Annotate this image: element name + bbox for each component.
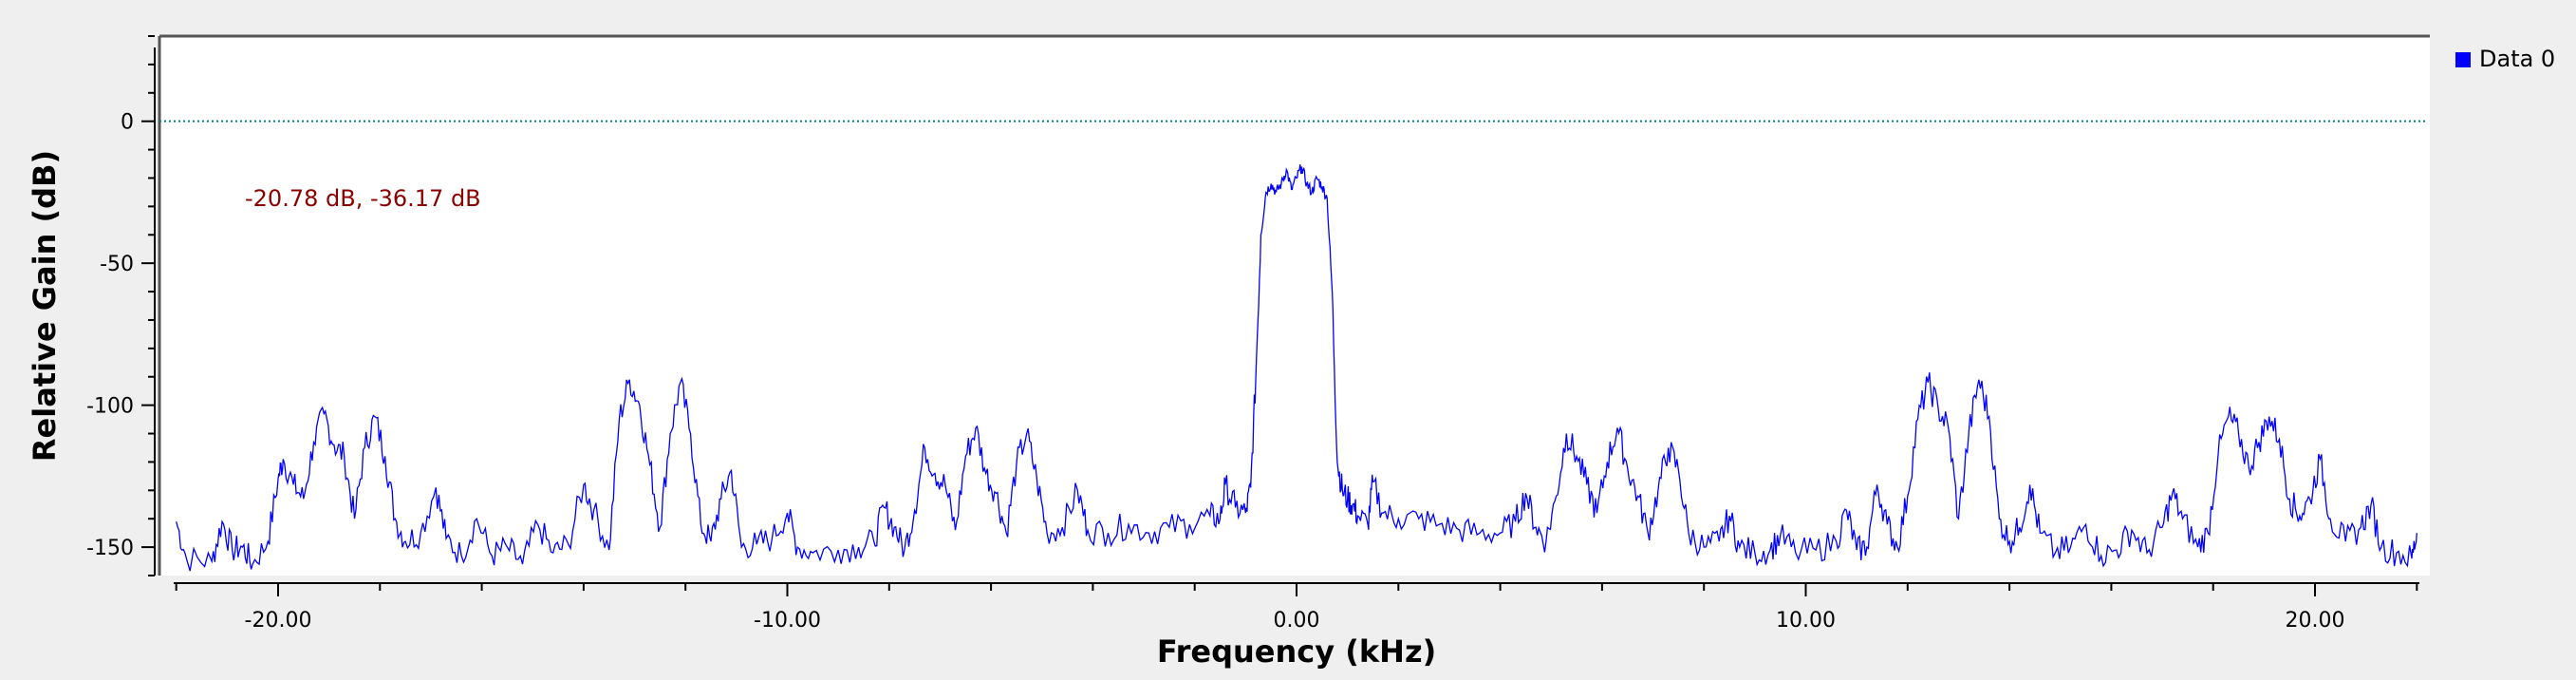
plot-area[interactable] bbox=[159, 36, 2430, 576]
legend[interactable]: Data 0 bbox=[2455, 46, 2555, 72]
plot-frame bbox=[158, 34, 2430, 576]
x-tick-label: 0.00 bbox=[1274, 609, 1320, 633]
x-tick-label: 20.00 bbox=[2286, 609, 2345, 633]
y-tick-label: 0 bbox=[121, 111, 134, 135]
x-tick-label: -10.00 bbox=[754, 609, 821, 633]
y-axis: 0 -50 -100 -150 bbox=[86, 35, 156, 576]
x-tick-label: 10.00 bbox=[1776, 609, 1836, 633]
legend-swatch-data-0 bbox=[2455, 52, 2471, 67]
y-tick-label: -100 bbox=[86, 395, 134, 419]
y-axis-title: Relative Gain (dB) bbox=[27, 150, 63, 462]
series-line-data-0 bbox=[176, 164, 2417, 572]
marker-readout: -20.78 dB, -36.17 dB bbox=[245, 185, 481, 212]
x-tick-label: -20.00 bbox=[245, 609, 312, 633]
x-axis-title: Frequency (kHz) bbox=[1157, 633, 1436, 670]
legend-label-data-0: Data 0 bbox=[2479, 46, 2555, 72]
y-tick-label: -50 bbox=[100, 253, 134, 276]
x-axis: -20.00 -10.00 0.00 10.00 20.00 bbox=[174, 582, 2419, 633]
y-tick-label: -150 bbox=[86, 537, 134, 560]
